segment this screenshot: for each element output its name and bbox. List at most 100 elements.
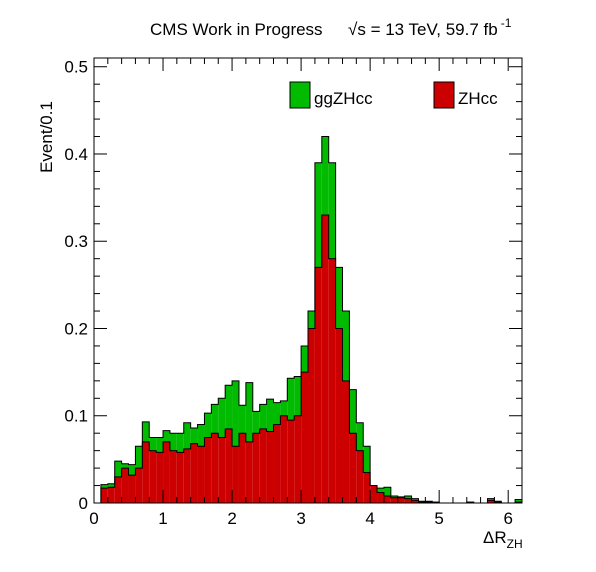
bar-zhcc-bin-36 <box>342 380 350 503</box>
bar-zhcc-bin-31 <box>308 328 315 503</box>
bar-zhcc-bin-14 <box>190 443 198 503</box>
bar-ggzhcc-bin-19 <box>225 385 233 429</box>
bar-zhcc-bin-46 <box>411 500 419 503</box>
bar-zhcc-bin-57 <box>487 500 495 503</box>
bar-ggzhcc-bin-17 <box>211 404 219 434</box>
bar-zhcc-bin-34 <box>328 258 336 503</box>
bar-zhcc-bin-40 <box>370 485 378 503</box>
bar-ggzhcc-bin-35 <box>335 267 343 329</box>
bar-ggzhcc-bin-29 <box>294 376 302 416</box>
bar-zhcc-bin-15 <box>197 446 205 503</box>
bar-ggzhcc-bin-61 <box>515 499 522 503</box>
bar-ggzhcc-bin-7 <box>142 421 150 442</box>
bar-ggzhcc-bin-11 <box>169 433 177 451</box>
bar-zhcc-bin-35 <box>335 328 343 503</box>
bar-zhcc-bin-16 <box>204 437 212 503</box>
bar-ggzhcc-bin-39 <box>363 446 371 473</box>
bar-ggzhcc-bin-22 <box>245 382 253 442</box>
bar-ggzhcc-bin-43 <box>390 496 398 498</box>
plot-frame <box>93 57 523 504</box>
bar-zhcc-bin-5 <box>128 475 136 503</box>
bar-zhcc-bin-24 <box>259 428 267 503</box>
bar-zhcc-bin-37 <box>349 433 357 503</box>
bar-ggzhcc-bin-37 <box>349 389 357 434</box>
bar-ggzhcc-bin-27 <box>280 400 288 416</box>
bar-ggzhcc-bin-45 <box>404 496 412 499</box>
chart-title-right: √s = 13 TeV, 59.7 fb -1 <box>348 16 512 39</box>
x-tick-label: 5 <box>434 509 443 528</box>
bar-zhcc-bin-6 <box>135 468 143 503</box>
bar-zhcc-bin-27 <box>280 415 288 503</box>
y-axis-label: Event/0.1 <box>37 101 56 173</box>
energy-lumi-label: = 13 TeV, 59.7 fb <box>366 20 498 39</box>
bar-ggzhcc-bin-32 <box>314 162 322 268</box>
bar-zhcc-bin-25 <box>266 431 274 503</box>
bar-zhcc-bin-23 <box>252 433 260 503</box>
lumi-exponent: -1 <box>501 16 512 30</box>
bar-zhcc-bin-18 <box>218 437 226 503</box>
y-tick-label: 0.4 <box>64 145 88 164</box>
x-tick-label: 3 <box>296 509 305 528</box>
bar-ggzhcc-bin-18 <box>218 398 226 438</box>
x-axis-label: ΔRZH <box>483 528 523 551</box>
bar-ggzhcc-bin-12 <box>176 433 184 453</box>
bar-ggzhcc-bin-24 <box>259 404 267 429</box>
bar-ggzhcc-bin-2 <box>107 483 115 488</box>
bar-ggzhcc-bin-13 <box>183 422 191 449</box>
bar-zhcc-bin-3 <box>114 476 122 503</box>
bar-ggzhcc-bin-23 <box>252 411 260 434</box>
bar-ggzhcc-bin-3 <box>114 461 122 477</box>
bar-zhcc-bin-19 <box>225 428 233 503</box>
x-tick-label: 4 <box>365 509 374 528</box>
bar-zhcc-bin-45 <box>404 498 412 503</box>
histogram-bars <box>100 136 522 503</box>
bar-ggzhcc-bin-6 <box>135 446 143 469</box>
bar-ggzhcc-bin-21 <box>238 405 246 434</box>
bar-ggzhcc-bin-20 <box>232 380 239 447</box>
bar-ggzhcc-bin-14 <box>190 427 198 444</box>
bar-zhcc-bin-22 <box>245 441 253 503</box>
bar-zhcc-bin-41 <box>377 492 384 503</box>
y-tick-label: 0 <box>79 494 88 513</box>
legend-swatch-zhcc <box>433 81 455 109</box>
x-tick-label: 1 <box>158 509 167 528</box>
bar-ggzhcc-bin-4 <box>121 463 129 469</box>
bar-ggzhcc-bin-1 <box>100 484 108 489</box>
bar-zhcc-bin-2 <box>107 487 115 503</box>
bar-zhcc-bin-21 <box>238 433 246 503</box>
bar-ggzhcc-bin-34 <box>328 162 336 259</box>
bar-ggzhcc-bin-33 <box>321 136 329 216</box>
bar-ggzhcc-bin-46 <box>411 498 419 501</box>
bar-zhcc-bin-9 <box>156 452 164 503</box>
sqrt-s-label: √s <box>348 20 366 39</box>
bar-zhcc-bin-30 <box>301 372 308 503</box>
x-tick-label: 6 <box>503 509 512 528</box>
bar-ggzhcc-bin-10 <box>163 430 170 442</box>
x-axis-label-sub: ZH <box>507 537 523 551</box>
bar-zhcc-bin-10 <box>163 441 170 503</box>
bar-zhcc-bin-1 <box>100 488 108 503</box>
bar-zhcc-bin-33 <box>321 215 329 503</box>
bar-ggzhcc-bin-8 <box>149 437 157 451</box>
bar-zhcc-bin-39 <box>363 472 371 503</box>
bar-zhcc-bin-32 <box>314 267 322 503</box>
bar-zhcc-bin-42 <box>383 496 391 503</box>
bar-zhcc-bin-38 <box>356 450 364 503</box>
bar-zhcc-bin-4 <box>121 468 129 503</box>
bar-ggzhcc-bin-36 <box>342 311 350 381</box>
bar-zhcc-bin-17 <box>211 433 219 503</box>
legend-label-zhcc: ZHcc <box>458 89 498 108</box>
bar-zhcc-bin-20 <box>232 446 239 503</box>
bar-ggzhcc-bin-28 <box>287 378 295 421</box>
x-tick-label: 2 <box>227 509 236 528</box>
axis-ticks: 0 1 2 3 4 5 6 0 0.1 0.2 0.3 0.4 0.5 <box>64 58 522 528</box>
y-tick-label: 0.5 <box>64 58 88 77</box>
bar-zhcc-bin-7 <box>142 441 150 503</box>
bar-zhcc-bin-12 <box>176 452 184 503</box>
legend: ggZHcc ZHcc <box>289 81 498 109</box>
bar-zhcc-bin-44 <box>397 497 405 503</box>
bar-zhcc-bin-43 <box>390 497 398 503</box>
y-tick-label: 0.3 <box>64 232 88 251</box>
bar-ggzhcc-bin-15 <box>197 424 205 447</box>
